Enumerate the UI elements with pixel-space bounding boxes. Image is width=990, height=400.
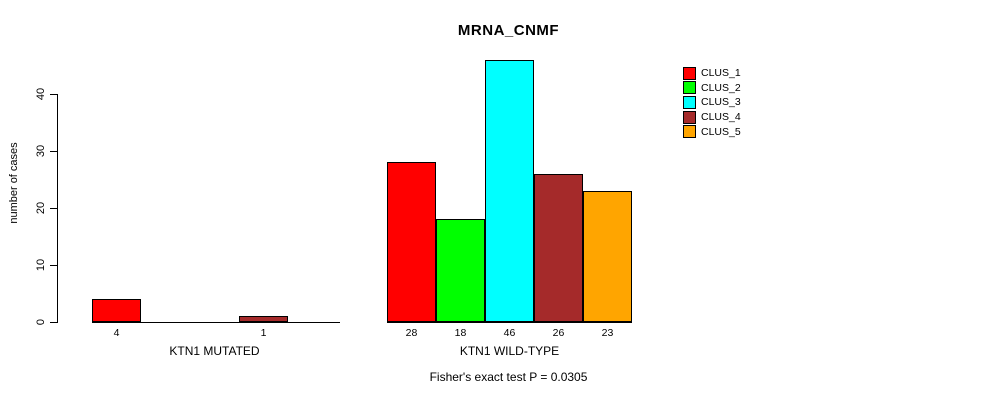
bar-group-ktn1-wild-type: 28 18 46 26 23 [387,0,632,400]
legend-item: CLUS_3 [683,95,741,110]
legend-item-label: CLUS_3 [701,96,741,109]
legend-item-label: CLUS_4 [701,111,741,124]
bar-clus_4 [239,316,288,322]
bar-value-label: 26 [552,327,565,339]
y-tick-mark [50,265,57,266]
bar-clus_2 [436,219,485,322]
bar-clus_1 [92,299,141,322]
legend-item-label: CLUS_5 [701,125,741,138]
group-label-ktn1-wild-type: KTN1 WILD-TYPE [459,344,560,358]
fisher-test-annotation: Fisher's exact test P = 0.0305 [429,370,588,384]
x-axis-line-mutated [92,322,340,323]
y-axis-label: number of cases [8,142,20,224]
y-tick-mark [50,94,57,95]
bar-value-label: 28 [405,327,418,339]
y-tick-label: 10 [35,258,47,272]
bar-clus_5 [583,191,632,322]
group-label-ktn1-mutated: KTN1 MUTATED [169,344,260,358]
bar-clus_4 [534,174,583,322]
legend-item: CLUS_1 [683,66,741,81]
y-tick-label: 30 [35,144,47,158]
legend-color-swatch [683,81,696,95]
y-tick-label: 40 [35,87,47,101]
legend-item-label: CLUS_1 [701,67,741,80]
legend-color-swatch [683,66,696,80]
chart-title: MRNA_CNMF [457,22,560,39]
legend-item-label: CLUS_2 [701,81,741,94]
bar-clus_1 [387,162,436,322]
legend-color-swatch [683,110,696,124]
bar-value-label: 46 [503,327,516,339]
bar-value-label: 18 [454,327,467,339]
legend: CLUS_1 CLUS_2 CLUS_3 CLUS_4 CLUS_5 [683,66,741,139]
legend-item: CLUS_2 [683,81,741,96]
legend-color-swatch [683,125,696,139]
legend-color-swatch [683,95,696,109]
y-axis-line [57,94,58,323]
legend-item: CLUS_5 [683,124,741,139]
y-tick-label: 0 [35,318,47,326]
bar-value-label: 1 [260,327,267,339]
bar-clus_3 [485,60,534,322]
y-tick-mark [50,208,57,209]
y-tick-mark [50,151,57,152]
bar-value-label: 4 [113,327,120,339]
legend-item: CLUS_4 [683,110,741,125]
bar-value-label: 23 [601,327,614,339]
y-tick-mark [50,322,57,323]
y-tick-label: 20 [35,201,47,215]
x-axis-line-wild-type [387,322,632,323]
